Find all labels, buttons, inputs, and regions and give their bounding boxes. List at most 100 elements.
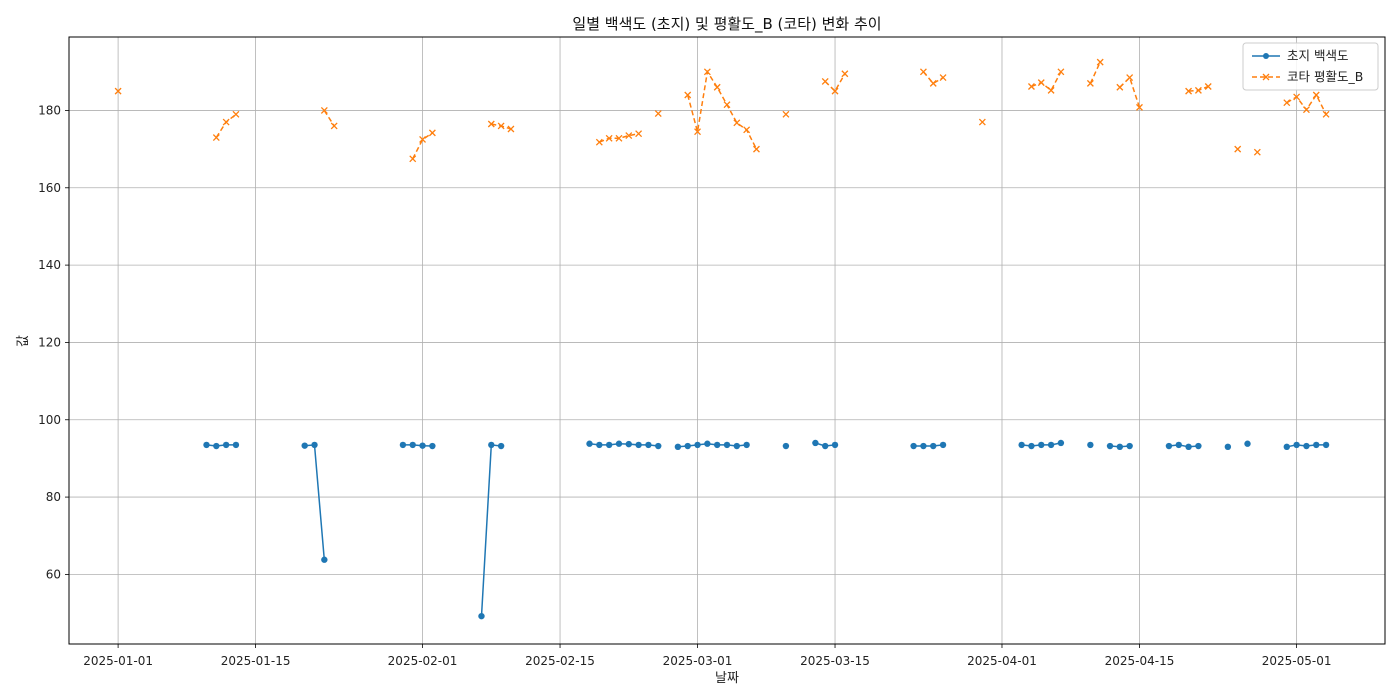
whiteness-point bbox=[694, 441, 701, 449]
smoothness-point bbox=[1234, 145, 1242, 153]
x-tick-label: 2025-03-01 bbox=[663, 654, 733, 668]
smoothness-point bbox=[1027, 83, 1035, 90]
whiteness-point bbox=[1165, 442, 1173, 450]
whiteness-point bbox=[930, 442, 937, 450]
smoothness-point bbox=[919, 68, 927, 76]
smoothness-point bbox=[821, 78, 829, 85]
whiteness-point bbox=[213, 442, 220, 450]
smoothness-line bbox=[686, 69, 758, 150]
whiteness-point bbox=[478, 612, 485, 620]
whiteness-point bbox=[321, 556, 328, 563]
smoothness-line bbox=[323, 110, 335, 127]
whiteness-point bbox=[1322, 441, 1330, 449]
whiteness-point bbox=[812, 439, 819, 447]
x-tick-label: 2025-02-01 bbox=[388, 654, 458, 668]
whiteness-point bbox=[645, 441, 652, 449]
x-tick-label: 2025-01-15 bbox=[221, 654, 291, 668]
smoothness-point bbox=[1126, 74, 1134, 82]
whiteness-line bbox=[402, 444, 433, 447]
smoothness-point bbox=[635, 130, 643, 138]
whiteness-point bbox=[1303, 442, 1310, 450]
smoothness-point bbox=[929, 79, 937, 87]
whiteness-point bbox=[586, 440, 593, 447]
smoothness-point bbox=[1322, 110, 1330, 118]
smoothness-point bbox=[1086, 79, 1094, 87]
whiteness-point bbox=[1057, 439, 1065, 447]
smoothness-point bbox=[782, 110, 790, 118]
whiteness-point bbox=[1116, 443, 1124, 451]
whiteness-point bbox=[399, 441, 407, 449]
smoothness-point bbox=[1096, 58, 1104, 66]
legend-box bbox=[1242, 42, 1379, 91]
whiteness-point bbox=[713, 441, 721, 449]
x-tick-label: 2025-03-15 bbox=[800, 654, 870, 668]
smoothness-point bbox=[654, 110, 662, 118]
smoothness-point bbox=[1136, 103, 1143, 111]
whiteness-point bbox=[301, 442, 308, 449]
whiteness-point bbox=[1224, 443, 1232, 451]
whiteness-point bbox=[1087, 441, 1094, 449]
smoothness-line bbox=[1031, 71, 1062, 92]
y-tick-label: 140 bbox=[38, 258, 61, 272]
whiteness-point bbox=[625, 440, 632, 448]
whiteness-point bbox=[1106, 442, 1114, 450]
whiteness-point bbox=[822, 442, 829, 450]
whiteness-point bbox=[910, 442, 917, 450]
smoothness-line bbox=[1119, 76, 1141, 108]
whiteness-point bbox=[596, 441, 603, 449]
legend-marker-smoothness bbox=[1262, 73, 1270, 81]
plot-frame bbox=[68, 36, 1386, 645]
smoothness-point bbox=[487, 120, 495, 128]
whiteness-point bbox=[615, 440, 623, 447]
smoothness-point bbox=[733, 119, 741, 127]
legend-entry-smoothness: 코타 평활도_B bbox=[1252, 69, 1363, 84]
smoothness-point bbox=[684, 91, 692, 99]
whiteness-point bbox=[1175, 441, 1182, 449]
smoothness-point bbox=[595, 138, 603, 146]
y-tick-label: 120 bbox=[38, 335, 61, 349]
whiteness-point bbox=[782, 442, 790, 450]
whiteness-point bbox=[743, 441, 750, 449]
smoothness-point bbox=[694, 128, 701, 136]
smoothness-point bbox=[330, 122, 338, 130]
smoothness-point bbox=[1057, 68, 1065, 76]
whiteness-point bbox=[635, 441, 642, 449]
whiteness-point bbox=[1244, 440, 1251, 447]
whiteness-point bbox=[409, 441, 416, 449]
smoothness-point bbox=[841, 70, 849, 78]
legend-label-whiteness: 초지 백색도 bbox=[1287, 48, 1348, 63]
whiteness-point bbox=[605, 441, 613, 449]
whiteness-point bbox=[429, 442, 436, 450]
whiteness-point bbox=[311, 441, 318, 449]
whiteness-point bbox=[939, 441, 947, 449]
smoothness-point bbox=[1283, 99, 1291, 107]
whiteness-point bbox=[1283, 443, 1290, 451]
smoothness-line bbox=[1089, 61, 1101, 84]
whiteness-point bbox=[831, 441, 839, 449]
smoothness-point bbox=[1037, 79, 1045, 87]
smoothness-point bbox=[723, 101, 731, 109]
y-tick-label: 180 bbox=[38, 103, 61, 117]
whiteness-point bbox=[1195, 442, 1202, 450]
y-tick-label: 60 bbox=[46, 567, 61, 581]
whiteness-point bbox=[419, 442, 426, 449]
y-axis-title: 값 bbox=[16, 335, 31, 347]
smoothness-point bbox=[428, 129, 436, 137]
grid-layer bbox=[69, 37, 1385, 644]
smoothness-point bbox=[753, 145, 760, 153]
whiteness-point bbox=[222, 441, 230, 449]
smoothness-point bbox=[1204, 83, 1212, 90]
series-layer bbox=[114, 58, 1330, 620]
whiteness-point bbox=[723, 441, 731, 449]
smoothness-point bbox=[409, 155, 417, 163]
x-tick-label: 2025-04-01 bbox=[967, 654, 1037, 668]
whiteness-point bbox=[704, 440, 711, 447]
whiteness-line bbox=[206, 444, 236, 447]
smoothness-point bbox=[1253, 148, 1261, 156]
chart-legend: 초지 백색도 코타 평활도_B bbox=[1242, 42, 1379, 91]
whiteness-point bbox=[684, 442, 691, 450]
whiteness-point bbox=[203, 441, 210, 449]
smoothness-point bbox=[232, 110, 240, 118]
smoothness-point bbox=[713, 83, 721, 91]
